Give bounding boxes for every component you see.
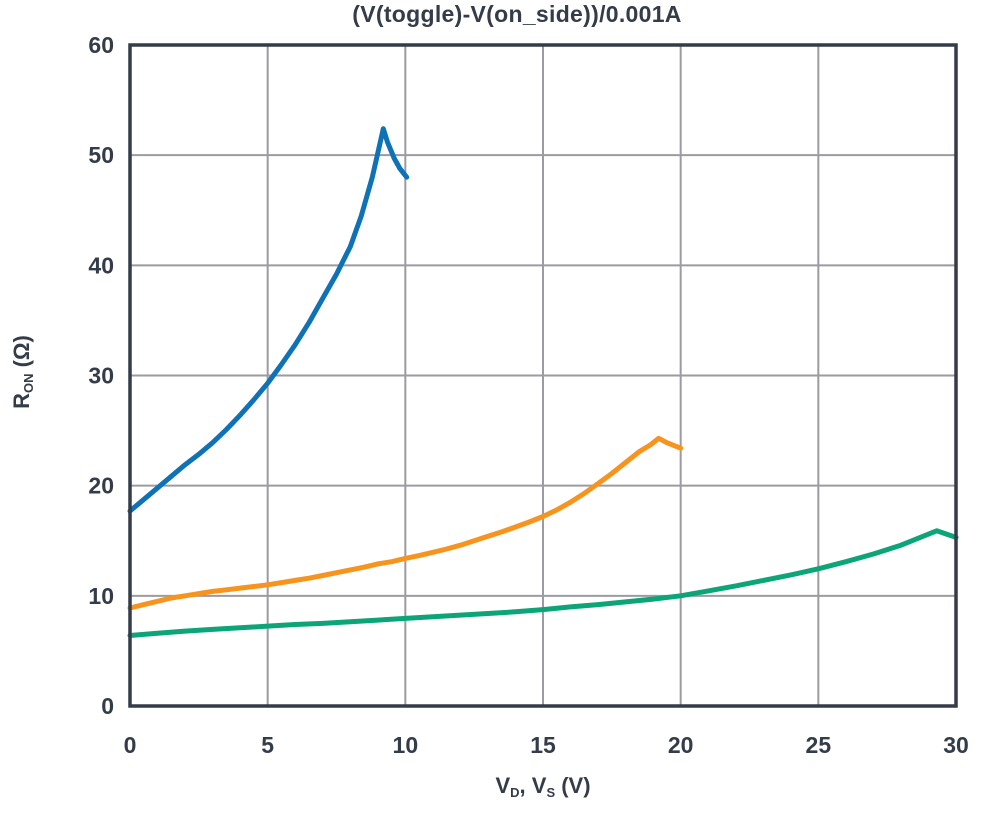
y-tick-label-60: 60 [88,32,114,58]
y-tick-label-0: 0 [101,693,114,719]
series-path-curve-3 [127,528,959,638]
x-tick-label-10: 10 [393,732,419,758]
y-tick-label-20: 20 [88,473,114,499]
series-path-curve-1 [127,126,410,514]
x-axis-label-v2: V [531,773,547,798]
x-tick-label-5: 5 [261,732,274,758]
y-tick-label-50: 50 [88,142,114,168]
x-axis-label: VD, VS (V) [130,773,956,800]
x-axis-label-unit: (V) [555,773,591,798]
plot-border [128,43,958,708]
x-tick-label-20: 20 [668,732,694,758]
x-axis-label-v1: V [495,773,511,798]
x-tick-label-15: 15 [530,732,556,758]
x-axis-label-subscript-1: D [510,785,520,800]
chart-title: (V(toggle)-V(on_side))/0.001A [352,1,682,27]
x-tick-label-30: 30 [943,732,969,758]
x-axis-label-subscript-2: S [546,785,556,800]
y-tick-label-10: 10 [88,583,114,609]
y-tick-label-30: 30 [88,363,114,389]
x-tick-label-0: 0 [124,732,137,758]
x-tick-label-25: 25 [806,732,832,758]
x-axis-label-comma: , [519,773,532,798]
y-tick-label-40: 40 [88,252,114,278]
series-path-curve-2 [127,435,684,611]
